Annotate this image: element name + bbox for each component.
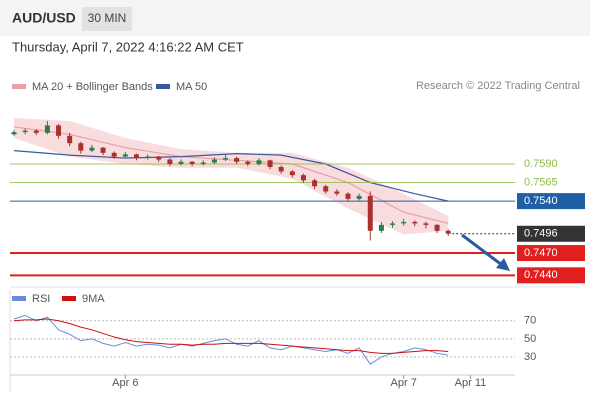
candle-body (156, 156, 162, 160)
candle-body (289, 171, 295, 176)
legend-label: RSI (32, 293, 50, 305)
candle-body (312, 180, 318, 187)
candle-body (223, 158, 229, 160)
candle-body (67, 135, 73, 144)
line-series (13, 318, 449, 354)
candle-body (334, 191, 340, 194)
candle-body (145, 156, 151, 159)
candle-body (11, 132, 17, 135)
candle-body (445, 230, 451, 234)
candle-body (356, 195, 362, 199)
candle-body (211, 159, 217, 163)
interval-button[interactable] (82, 7, 132, 31)
x-tick-label: Apr 11 (455, 377, 487, 389)
level-box (517, 245, 585, 262)
candle-body (367, 195, 373, 231)
candle-body (300, 175, 306, 181)
candle-body (200, 162, 206, 165)
level-box (517, 193, 585, 210)
legend-swatch (12, 84, 26, 89)
level-label: 0.7496 (524, 228, 558, 240)
candle-body (345, 193, 351, 199)
candle-body (423, 223, 429, 225)
candle-body (234, 158, 240, 162)
x-tick-label: Apr 6 (112, 377, 138, 389)
y-tick-label: 30 (524, 351, 536, 363)
candle-body (323, 186, 329, 192)
level-box (517, 267, 585, 284)
source: Research © 2022 Trading Central (416, 80, 580, 92)
y-tick-label: 50 (524, 333, 536, 345)
forecast-arrow (461, 233, 503, 267)
candle-body (390, 223, 396, 225)
legend-swatch (12, 296, 26, 301)
candle-body (278, 166, 284, 172)
candle-body (22, 130, 28, 133)
symbol: AUD/USD (12, 10, 76, 26)
arrow-head (496, 258, 510, 271)
x-tick-label: Apr 7 (391, 377, 417, 389)
candle-body (56, 125, 62, 136)
legend-label: MA 20 + Bollinger Bands (32, 81, 153, 93)
bollinger-band (14, 118, 449, 235)
candle-body (378, 224, 384, 231)
candle-body (133, 154, 139, 159)
level-label: 0.7540 (524, 195, 558, 207)
candle-body (44, 125, 50, 133)
candle-body (122, 154, 128, 157)
candle-body (167, 159, 173, 165)
line-series (13, 314, 449, 365)
candle-body (245, 161, 251, 165)
candle-body (434, 224, 440, 231)
legend-swatch (156, 84, 170, 89)
legend-label: MA 50 (176, 81, 207, 93)
level-label: 0.7565 (524, 176, 558, 188)
legend-label: 9MA (82, 293, 105, 305)
candle-body (89, 147, 95, 151)
level-box (517, 225, 585, 242)
candle-body (33, 130, 39, 133)
candle-body (401, 221, 407, 224)
level-label: 0.7590 (524, 158, 558, 170)
candle-body (178, 161, 184, 165)
candle-body (189, 161, 195, 165)
level-label: 0.7440 (524, 269, 558, 281)
level-label: 0.7470 (524, 247, 558, 259)
candle-body (100, 147, 106, 153)
y-tick-label: 70 (524, 315, 536, 327)
moving-average (13, 150, 449, 202)
datetime: Thursday, April 7, 2022 4:16:22 AM CET (12, 39, 244, 54)
candle-body (267, 160, 273, 167)
candle-body (412, 221, 418, 224)
legend-swatch (62, 296, 76, 301)
candle-body (111, 152, 117, 157)
candle-body (78, 143, 84, 151)
candle-body (256, 160, 262, 165)
interval[interactable]: 30 MIN (88, 11, 127, 25)
